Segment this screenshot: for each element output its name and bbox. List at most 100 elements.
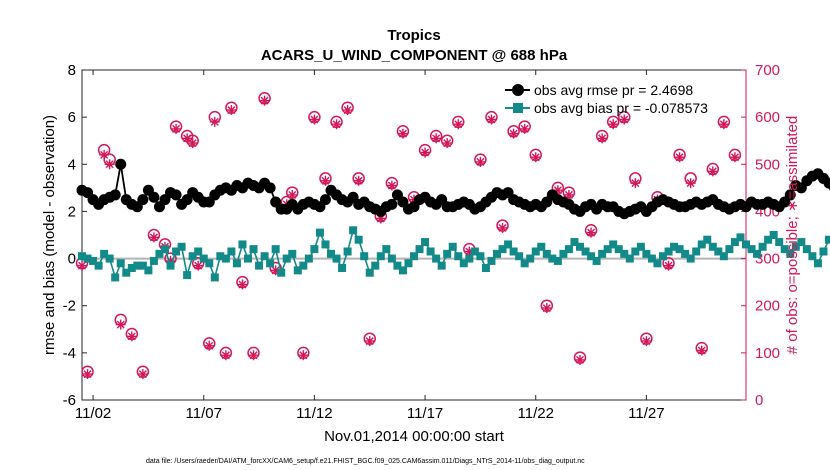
bias-series (78, 226, 830, 282)
bias-point (747, 245, 756, 254)
legend-bias-marker (513, 103, 523, 113)
bias-point (625, 254, 634, 263)
bias-point (470, 247, 479, 256)
assimilated-marker (309, 114, 320, 125)
bias-point (122, 268, 131, 277)
assimilated-marker (226, 105, 237, 116)
bias-point (548, 254, 557, 263)
bias-point (105, 254, 114, 263)
bias-point (255, 261, 264, 270)
legend: obs avg rmse pr = 2.4698 obs avg bias pr… (505, 82, 708, 116)
bias-point (244, 254, 252, 263)
right-tick-label: 600 (755, 109, 780, 126)
bias-point (509, 247, 518, 256)
bias-point (653, 259, 662, 268)
assimilated-marker (364, 336, 375, 347)
bias-point (819, 247, 828, 256)
bias-point (188, 252, 197, 261)
bias-point (476, 252, 485, 261)
bias-point (603, 245, 612, 254)
bias-point (515, 252, 524, 261)
bias-point (327, 249, 335, 258)
bias-point (642, 249, 651, 258)
rmse-point (170, 189, 182, 201)
bias-point (205, 259, 214, 268)
assimilated-marker (115, 319, 126, 330)
bias-point (299, 261, 308, 270)
bias-point (526, 254, 535, 263)
bias-point (437, 261, 446, 270)
bias-point (553, 256, 562, 265)
bias-point (221, 254, 230, 263)
assimilated-marker (342, 105, 353, 116)
assimilated-marker (563, 189, 574, 200)
left-tick-label: -4 (63, 345, 76, 362)
bias-point (277, 268, 286, 277)
bias-point (592, 256, 601, 265)
bias-point (349, 226, 358, 235)
left-tick-label: 8 (68, 62, 76, 79)
bias-point (321, 240, 330, 249)
plot-area (81, 69, 747, 401)
bias-point (144, 266, 153, 275)
left-tick-label: -6 (63, 392, 76, 409)
bias-point (758, 242, 767, 251)
rmse-point (319, 194, 331, 206)
assimilated-marker (104, 159, 115, 170)
assimilated-marker (287, 189, 298, 200)
bias-point (730, 238, 739, 247)
bias-point (564, 245, 573, 254)
bias-point (764, 235, 773, 244)
assimilated-marker (497, 222, 508, 233)
bias-point (382, 245, 391, 254)
bias-point (791, 242, 800, 251)
bias-point (454, 252, 463, 261)
x-tick-label: 11/12 (296, 405, 332, 422)
bias-point (537, 242, 546, 251)
left-axis: -6 -4 -2 0 2 4 6 8 (63, 62, 87, 409)
right-tick-label: 200 (755, 298, 780, 315)
bias-point (813, 259, 822, 268)
bias-point (542, 249, 551, 258)
bias-point (199, 254, 208, 263)
bias-point (116, 259, 125, 268)
bias-point (133, 261, 142, 270)
rmse-point (109, 189, 121, 201)
assimilated-marker (148, 232, 159, 243)
bias-point (421, 238, 430, 247)
bias-point (443, 249, 452, 258)
bias-point (780, 245, 789, 254)
bias-point (742, 240, 750, 249)
chart-subtitle: ACARS_U_WIND_COMPONENT @ 688 hPa (261, 47, 568, 64)
bias-point (155, 249, 164, 258)
assimilated-marker (597, 133, 608, 144)
assimilated-marker (137, 369, 148, 380)
assimilated-marker (630, 178, 641, 189)
bias-point (360, 252, 369, 261)
bias-point (393, 261, 402, 270)
bias-point (598, 249, 607, 258)
bias-point (587, 252, 596, 261)
bias-point (797, 238, 806, 247)
assimilated-marker (541, 303, 552, 314)
bias-point (194, 247, 203, 256)
assimilated-marker (685, 178, 696, 189)
assimilated-marker (519, 123, 530, 134)
rmse-point (137, 194, 149, 206)
bias-point (371, 261, 380, 270)
left-tick-label: 2 (68, 203, 76, 220)
bias-point (354, 235, 363, 244)
x-axis-label: Nov.01,2014 00:00:00 start (324, 428, 505, 445)
bias-point (282, 254, 291, 263)
rmse-point (115, 158, 127, 170)
bias-point (697, 240, 706, 249)
bias-point (786, 249, 795, 258)
bias-point (675, 245, 684, 254)
bias-point (659, 252, 667, 261)
x-tick-label: 11/07 (186, 405, 222, 422)
assimilated-marker (397, 128, 408, 139)
assimilated-marker (508, 128, 519, 139)
assimilated-marker (475, 156, 486, 167)
bias-point (636, 242, 645, 251)
